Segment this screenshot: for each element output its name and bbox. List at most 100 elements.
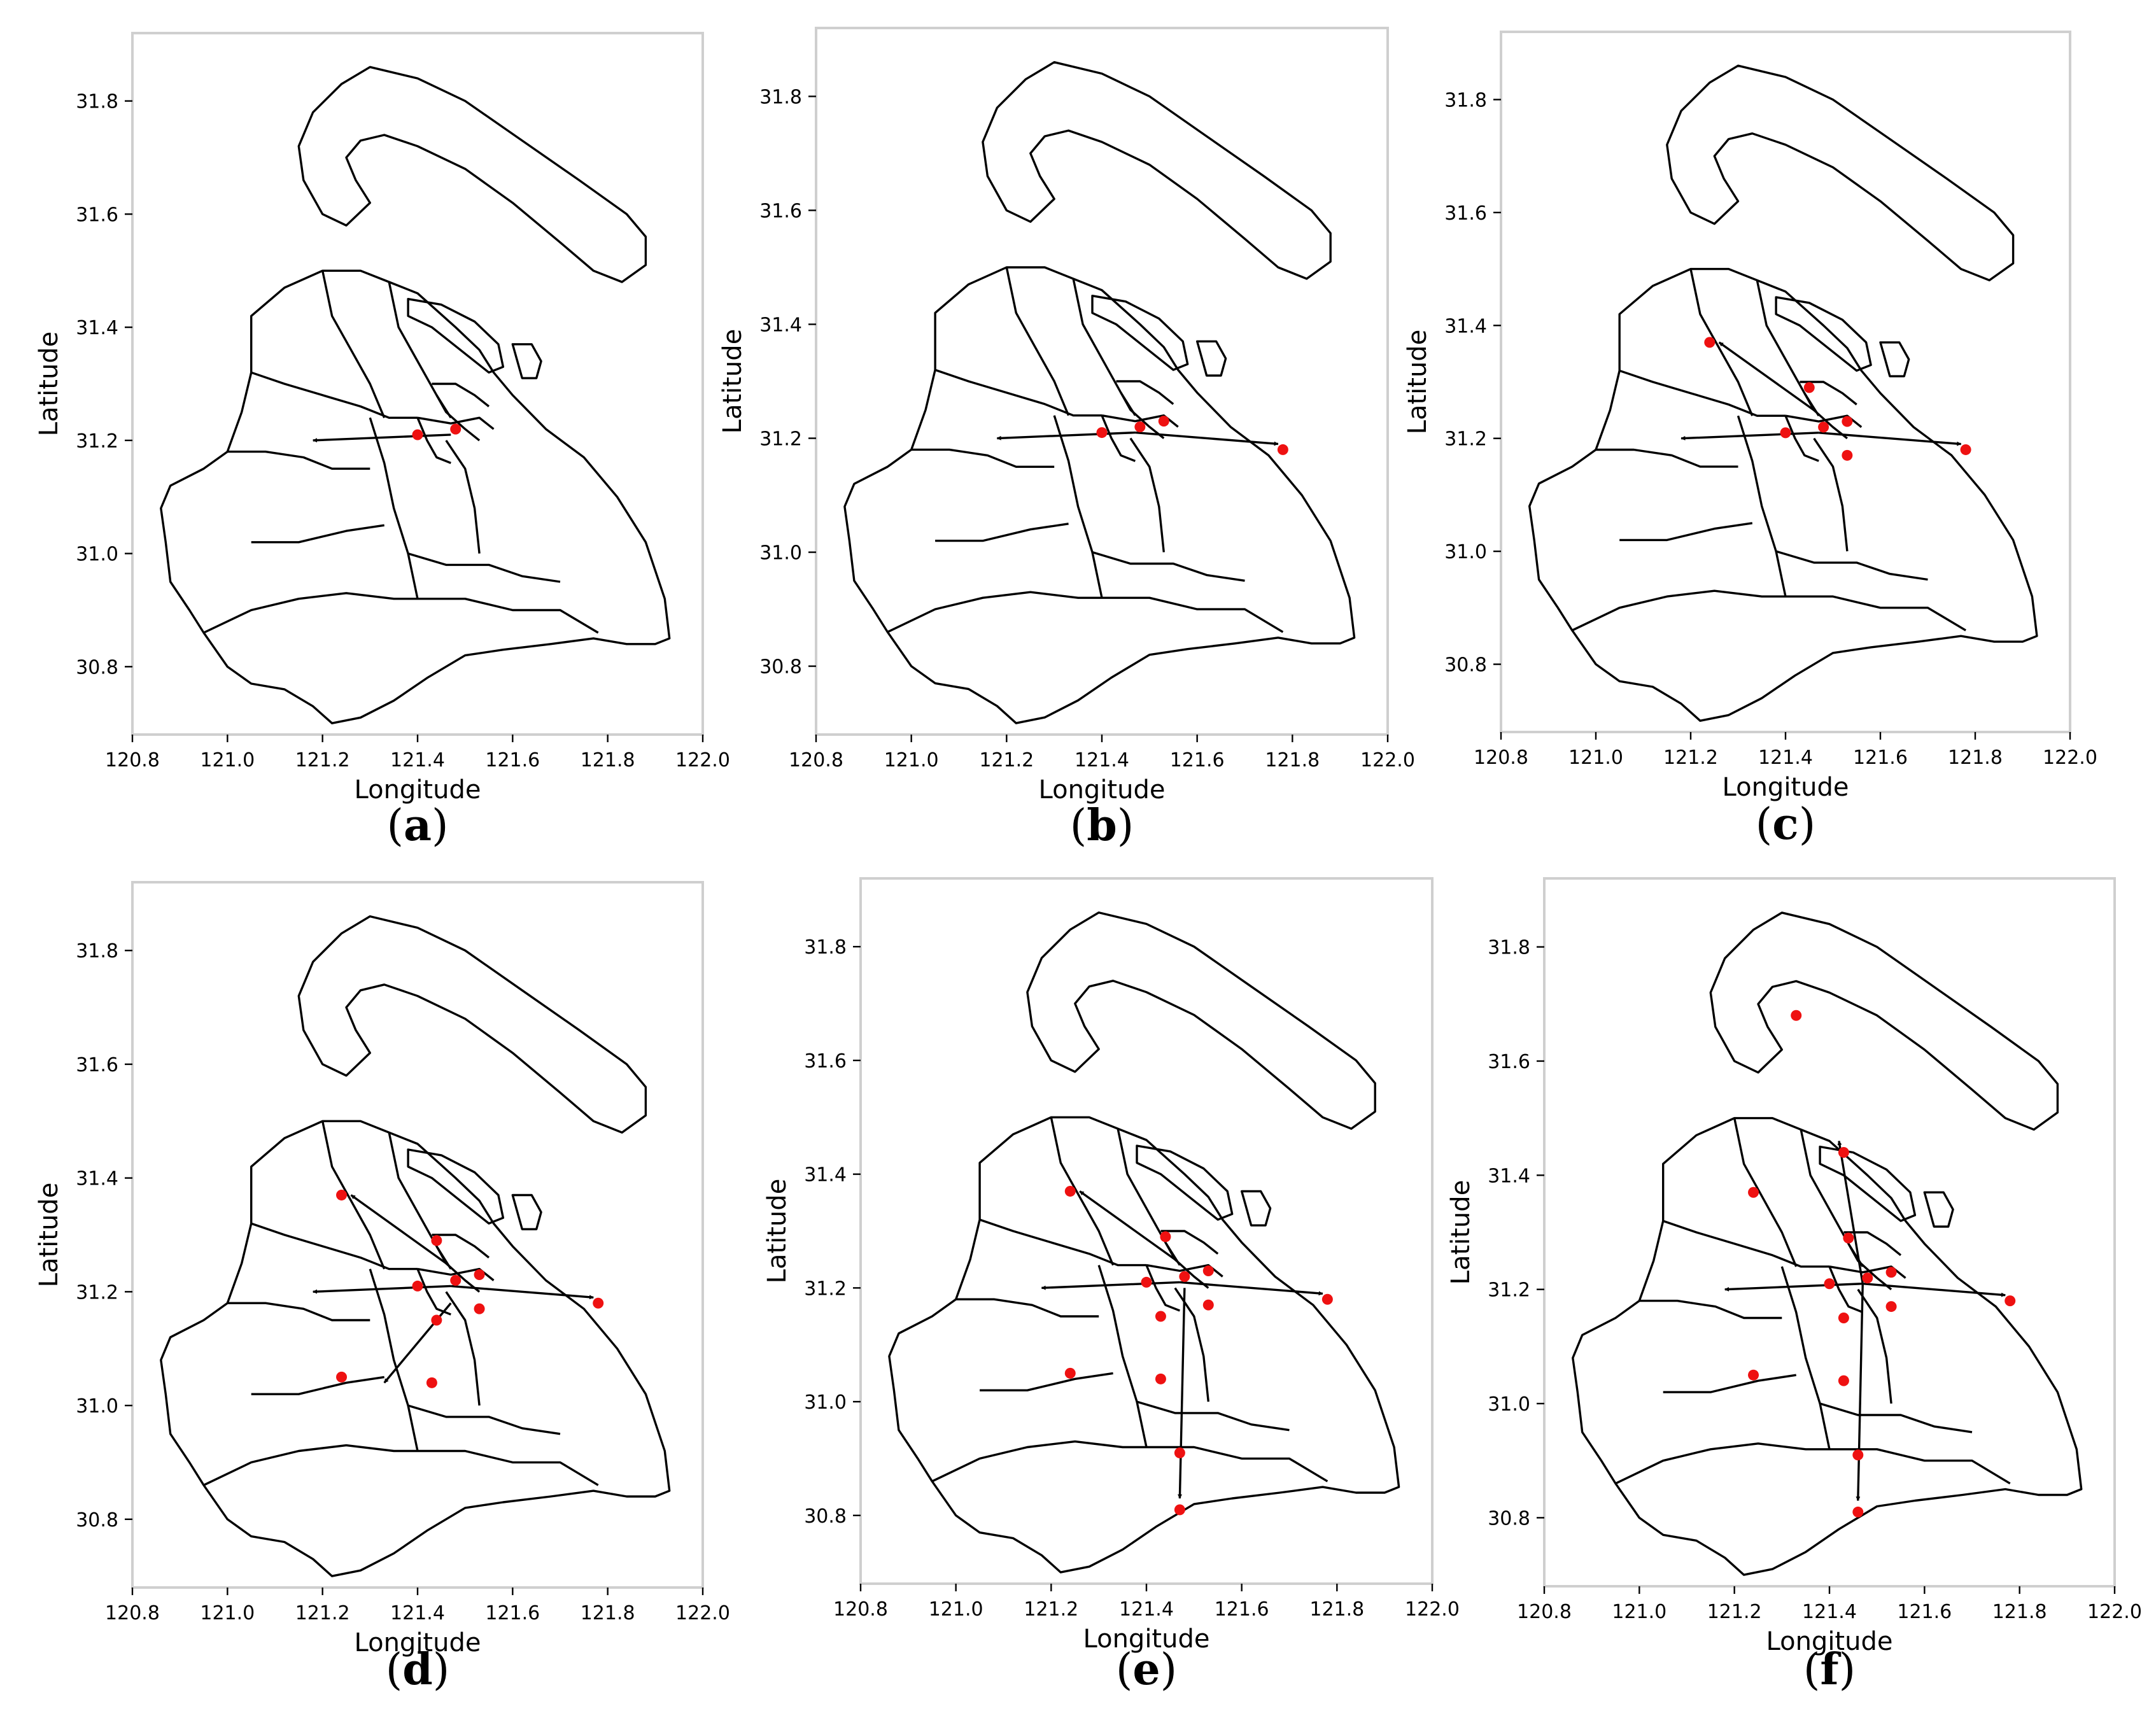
site-point xyxy=(426,1377,437,1388)
x-tick-label: 121.0 xyxy=(929,1598,983,1621)
x-tick-label: 121.2 xyxy=(1024,1598,1078,1621)
district-boundary xyxy=(1102,596,1284,633)
island-outline xyxy=(1879,341,1910,377)
site-point xyxy=(1748,1186,1759,1198)
mainland-outline xyxy=(888,1116,1400,1574)
y-tick-label: 31.2 xyxy=(1444,428,1487,451)
x-tick-label: 121.6 xyxy=(485,749,540,771)
district-boundary xyxy=(1101,415,1136,462)
site-point xyxy=(1852,1449,1864,1461)
district-boundary xyxy=(1775,550,1928,581)
y-tick-label: 31.4 xyxy=(1444,315,1487,337)
mainland-outline xyxy=(1572,1116,2083,1576)
site-point xyxy=(431,1235,442,1246)
y-tick-label: 31.4 xyxy=(759,314,802,336)
flow-arrow xyxy=(1178,1288,1186,1499)
x-tick-label: 122.0 xyxy=(1360,749,1415,771)
site-point xyxy=(1155,1373,1166,1384)
district-boundary xyxy=(1785,414,1863,428)
site-point xyxy=(431,1314,442,1326)
district-boundary xyxy=(1813,437,1849,552)
x-axis-label: Longitude xyxy=(1766,1627,1893,1656)
site-point xyxy=(474,1269,485,1281)
map-panel-b: 120.8 121.0 121.2 121.4 121.6 121.8 122.0 30.8 3… xyxy=(718,27,1415,851)
flow-arrow xyxy=(1079,1190,1176,1261)
flow-arrow xyxy=(996,431,1136,440)
district-boundary xyxy=(418,598,599,634)
district-boundary xyxy=(1800,381,1857,405)
y-tick-label: 31.6 xyxy=(76,1054,118,1076)
site-point xyxy=(2005,1295,2016,1307)
island-outline xyxy=(1240,1190,1272,1227)
y-tick-label: 30.8 xyxy=(759,656,802,679)
district-boundary xyxy=(388,1132,452,1270)
x-tick-label: 121.0 xyxy=(1568,747,1623,769)
x-tick-label: 121.4 xyxy=(1119,1598,1174,1621)
y-tick-label: 31.6 xyxy=(759,200,802,222)
y-tick-label: 30.8 xyxy=(76,1509,118,1531)
district-boundary xyxy=(1101,414,1179,428)
x-tick-label: 120.8 xyxy=(833,1598,888,1621)
island-outline xyxy=(1923,1191,1954,1228)
y-tick-label: 31.4 xyxy=(76,1168,118,1190)
x-tick-label: 121.4 xyxy=(390,1602,445,1624)
district-boundary xyxy=(1663,1374,1796,1393)
x-tick-label: 121.6 xyxy=(1215,1598,1269,1621)
x-tick-label: 121.4 xyxy=(1802,1601,1857,1623)
y-tick-label: 31.6 xyxy=(1488,1051,1530,1073)
x-tick-label: 121.8 xyxy=(1992,1601,2047,1623)
district-boundary xyxy=(1828,1266,1863,1314)
site-point xyxy=(1791,1010,1802,1021)
district-boundary xyxy=(251,1222,418,1271)
district-boundary xyxy=(887,591,1102,633)
panel-caption-letter: b xyxy=(1087,800,1117,851)
x-tick-label: 122.0 xyxy=(2087,1601,2142,1623)
x-tick-label: 121.2 xyxy=(979,749,1034,771)
district-boundary xyxy=(369,417,419,600)
panel-caption-letter: e xyxy=(1132,1644,1160,1695)
flow-arrow xyxy=(1041,1281,1180,1290)
site-point xyxy=(450,1274,461,1286)
site-point xyxy=(1141,1276,1152,1288)
district-boundary xyxy=(1117,1128,1181,1266)
island-outline xyxy=(511,1193,542,1230)
island-outline xyxy=(407,298,505,374)
map-panel-e: 120.8 121.0 121.2 121.4 121.6 121.8 122.0 30.8 3… xyxy=(763,877,1460,1695)
x-tick-label: 121.6 xyxy=(485,1602,540,1624)
mainland-outline xyxy=(843,266,1356,724)
district-boundary xyxy=(432,1234,490,1259)
district-boundary xyxy=(1689,269,1754,416)
panel-caption-letter: c xyxy=(1772,799,1798,850)
district-boundary xyxy=(1053,415,1103,598)
district-boundary xyxy=(1784,415,1819,462)
y-tick-label: 31.4 xyxy=(76,317,118,339)
district-boundary xyxy=(1829,1448,2011,1485)
x-axis-label: Longitude xyxy=(1723,773,1849,802)
district-boundary xyxy=(979,1218,1146,1267)
y-tick-label: 31.2 xyxy=(1488,1279,1530,1302)
district-boundary xyxy=(435,394,481,442)
y-tick-label: 31.6 xyxy=(804,1050,847,1073)
y-tick-label: 31.0 xyxy=(1444,541,1487,563)
y-tick-label: 31.0 xyxy=(76,1395,118,1418)
district-boundary xyxy=(1847,1243,1892,1291)
map-panel-c: 120.8 121.0 121.2 121.4 121.6 121.8 122.0 30.8 3… xyxy=(1403,31,2097,850)
district-boundary xyxy=(1780,1266,1831,1450)
site-point xyxy=(593,1297,604,1309)
y-tick-label: 31.4 xyxy=(1488,1165,1530,1187)
map-panel-a: 120.8 121.0 121.2 121.4 121.6 121.8 122.0 30.8 3… xyxy=(34,32,730,851)
y-tick-label: 31.4 xyxy=(804,1164,847,1186)
y-tick-label: 31.6 xyxy=(76,204,118,226)
site-point xyxy=(1179,1271,1190,1282)
district-boundary xyxy=(1146,1264,1223,1278)
district-boundary xyxy=(203,592,418,634)
site-point xyxy=(1803,382,1815,393)
y-tick-label: 31.8 xyxy=(759,86,802,108)
flow-arrow xyxy=(350,1194,447,1265)
district-boundary xyxy=(321,270,386,418)
y-tick-label: 31.8 xyxy=(76,940,118,962)
district-boundary xyxy=(955,1298,1099,1318)
district-boundary xyxy=(321,1120,386,1270)
panel-caption: (d) xyxy=(386,1644,450,1695)
